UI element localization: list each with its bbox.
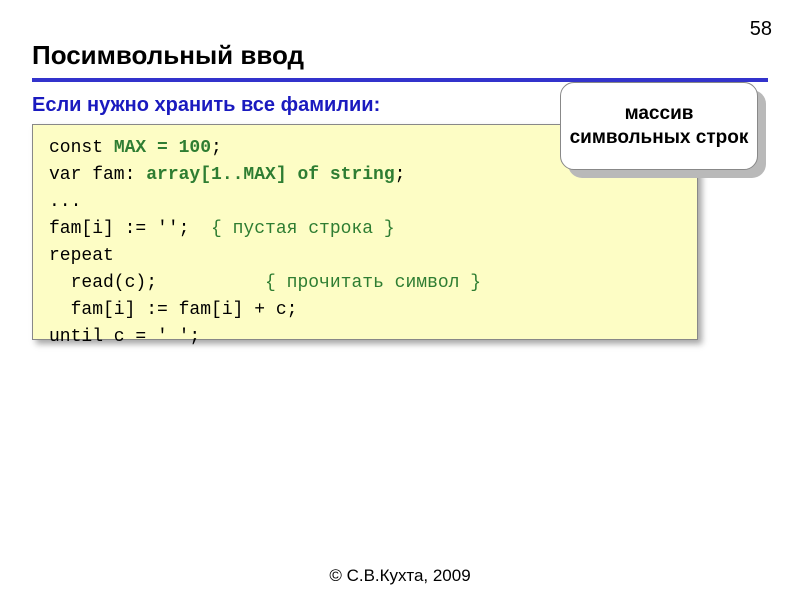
code-line-2b: array[1..MAX] of string [146,165,394,185]
code-line-3: ... [49,192,81,212]
code-line-4c: { пустая строка } [211,219,395,239]
code-line-2c: ; [395,165,406,185]
code-line-6a: read(c); [49,273,265,293]
callout-box: массив символьных строк [560,82,758,170]
code-line-7: fam[i] := fam[i] + c; [49,300,297,320]
page-title: Посимвольный ввод [32,40,304,71]
page-number: 58 [750,18,772,41]
code-line-5: repeat [49,246,114,266]
subtitle: Если нужно хранить все фамилии: [32,94,380,117]
code-line-1a: const [49,138,114,158]
code-line-1c: ; [211,138,222,158]
code-line-8: until c = ' '; [49,327,200,347]
code-line-2a: var fam: [49,165,146,185]
footer-copyright: © С.В.Кухта, 2009 [0,566,800,586]
code-line-6c: { прочитать символ } [265,273,481,293]
code-line-1b: MAX = 100 [114,138,211,158]
code-line-4a: fam[i] := ''; [49,219,211,239]
